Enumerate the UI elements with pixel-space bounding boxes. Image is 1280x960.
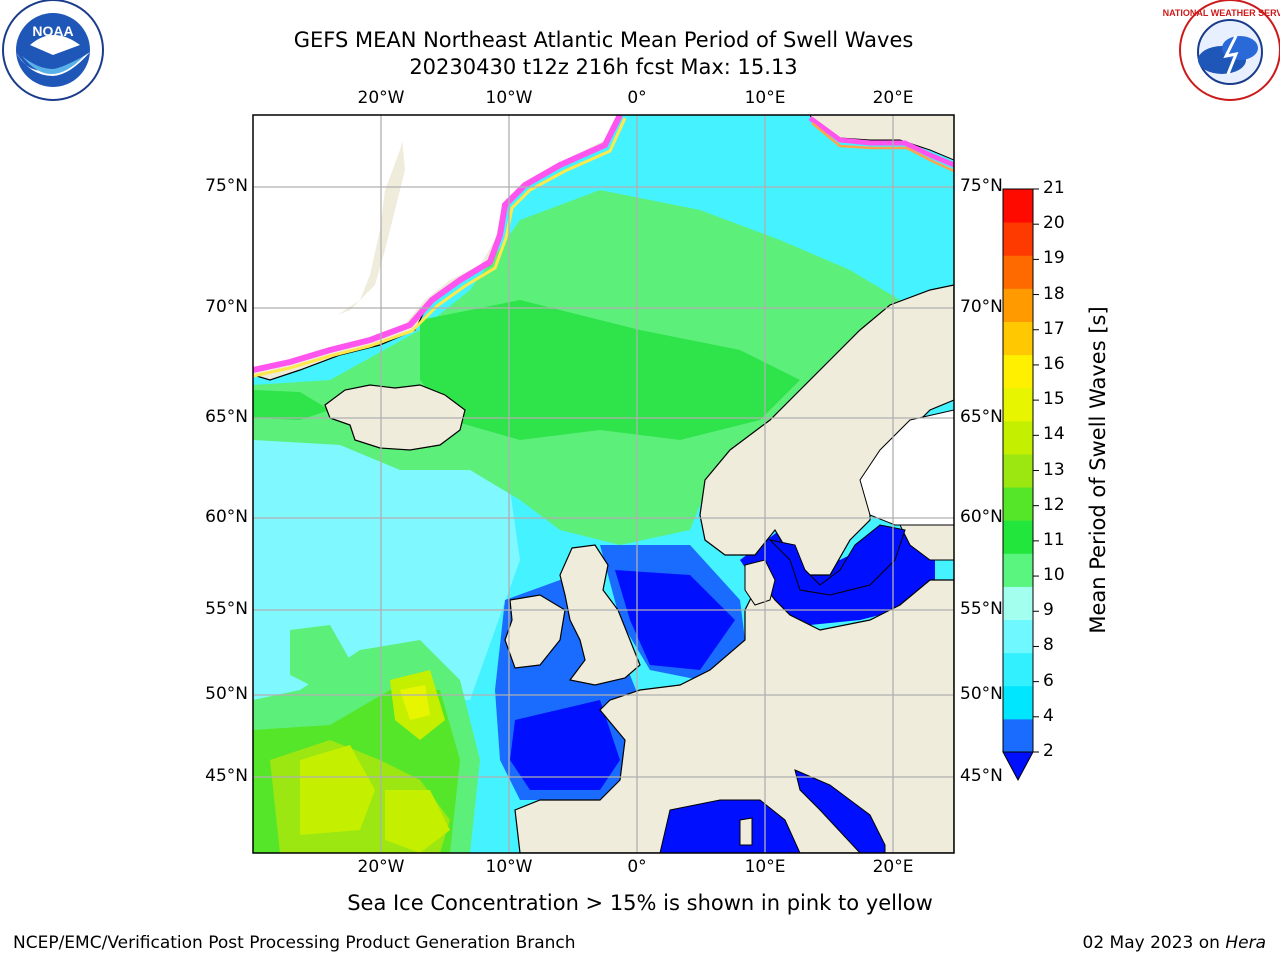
colorbar-segment [1003,288,1033,322]
colorbar-segment [1003,189,1033,223]
colorbar-tick-label: 6 [1043,670,1054,691]
colorbar-label: Mean Period of Swell Waves [s] [1086,306,1110,634]
lat-label-left: 75°N [205,176,248,196]
colorbar-segment [1003,652,1033,687]
lon-label-bottom: 10°E [744,857,786,877]
colorbar-tick-label: 13 [1043,459,1065,480]
lon-label-top: 10°E [744,88,786,108]
colorbar-segment [1003,387,1033,422]
colorbar-segment [1003,222,1033,256]
lat-label-left: 65°N [205,407,248,427]
lat-label-left: 55°N [205,599,248,619]
lat-label-right: 70°N [960,297,1003,317]
ireland-land [504,594,566,669]
colorbar-tick-label: 9 [1043,600,1054,621]
lon-label-top: 20°W [357,88,405,108]
colorbar-tick-label: 8 [1043,635,1054,656]
lon-label-top: 20°E [872,88,914,108]
colorbar-segment [1003,586,1033,621]
lon-label-bottom: 20°W [357,857,405,877]
colorbar-segment [1003,354,1033,389]
colorbar-tick-label: 20 [1043,213,1065,234]
colorbar-segment [1003,255,1033,289]
lat-label-left: 45°N [205,766,248,786]
footer-host: Hera [1225,933,1266,953]
colorbar-tick-label: 12 [1043,494,1065,515]
colorbar-segment [1003,553,1033,587]
footer-producer: NCEP/EMC/Verification Post Processing Pr… [13,933,576,953]
colorbar-tick-label: 4 [1043,705,1054,726]
europe-land [514,578,954,853]
north-sea-area [615,570,735,670]
lat-label-right: 50°N [960,684,1003,704]
lat-label-right: 45°N [960,766,1003,786]
lat-label-right: 60°N [960,507,1003,527]
colorbar-segment [1003,453,1033,488]
graticule [253,115,954,853]
sea-ice-edge [253,115,623,373]
colorbar-segment [1003,420,1033,455]
footer-date: 02 May 2023 on Hera [1083,933,1267,953]
colorbar-under-arrow [1002,751,1034,782]
great-britain-land [559,544,641,686]
colorbar-segment [1003,321,1033,356]
colorbar-tick-label: 17 [1043,318,1065,339]
lat-label-right: 75°N [960,176,1003,196]
colorbar-tick-label: 10 [1043,565,1065,586]
colorbar-tick-label: 15 [1043,389,1065,410]
lon-label-bottom: 10°W [485,857,533,877]
colorbar-tick-label: 14 [1043,424,1065,445]
lon-label-bottom: 20°E [872,857,914,877]
lat-label-left: 50°N [205,684,248,704]
lat-label-left: 70°N [205,297,248,317]
colorbar-tick-label: 19 [1043,248,1065,269]
sea-ice-caption: Sea Ice Concentration > 15% is shown in … [347,891,933,915]
lon-label-top: 10°W [485,88,533,108]
lat-label-left: 60°N [205,507,248,527]
colorbar-tick-label: 16 [1043,353,1065,374]
colorbar-segment [1003,520,1033,554]
lat-label-right: 65°N [960,407,1003,427]
lon-label-bottom: 0° [627,857,647,877]
colorbar-tick-label: 11 [1043,529,1065,550]
map-frame [252,114,955,854]
colorbar-segment [1003,487,1033,521]
swell-max-area [400,685,430,720]
lat-label-right: 55°N [960,599,1003,619]
colorbar-segment [1003,718,1033,753]
colorbar-segment [1003,685,1033,720]
colorbar-tick-label: 21 [1043,178,1065,198]
colorbar-tick-label: 18 [1043,283,1065,304]
colorbar [1002,188,1039,782]
chart-title: GEFS MEAN Northeast Atlantic Mean Period… [293,28,914,52]
lon-label-top: 0° [627,88,647,108]
colorbar-segment [1003,619,1033,654]
footer-date-text: 02 May 2023 on [1082,933,1226,953]
chart-subtitle: 20230430 t12z 216h fcst Max: 15.13 [409,55,798,79]
colorbar-tick-label: 2 [1043,741,1054,761]
